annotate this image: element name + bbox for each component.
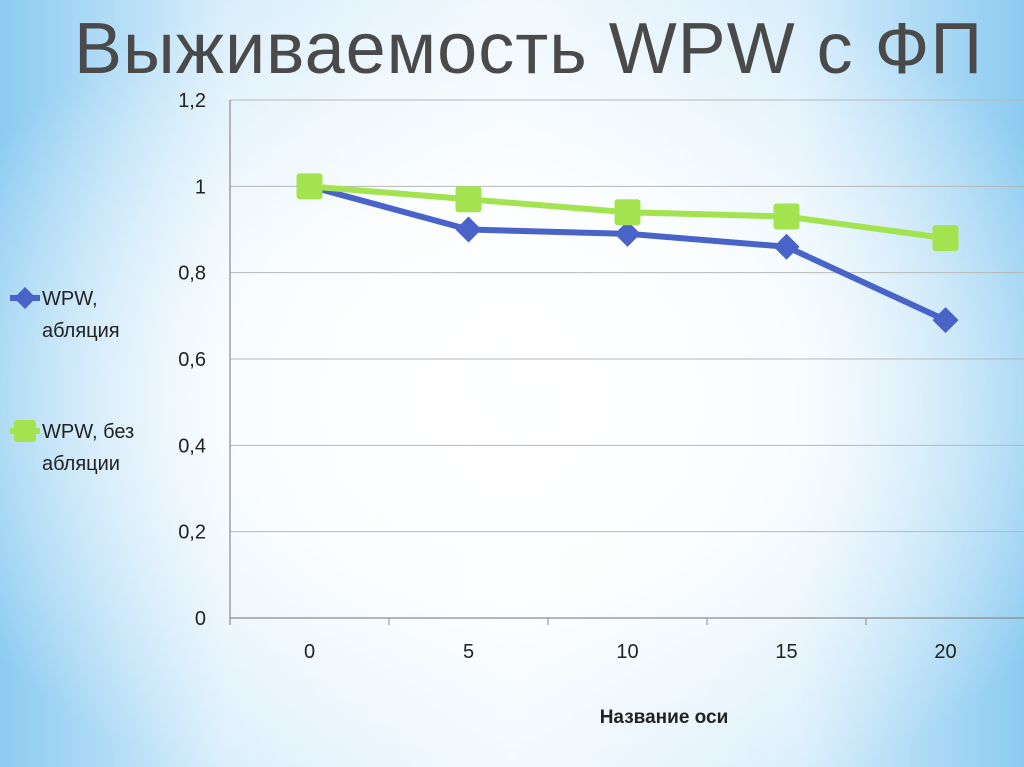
- legend-marker-ablation: [14, 287, 36, 309]
- axis-layer: 0 0,2 0,4 0,6 0,8 1 1,2 0 5 10 15 20: [178, 90, 1024, 663]
- x-tick-label: 5: [463, 641, 474, 663]
- slide-title: Выживаемость WPW с ФП: [74, 9, 984, 89]
- x-tick-label: 0: [304, 641, 315, 663]
- data-point-no-ablation: [296, 173, 323, 200]
- y-tick-label: 0,6: [178, 349, 206, 371]
- legend-label-ablation: абляция: [42, 320, 120, 342]
- x-tick-label: 20: [934, 641, 956, 663]
- y-tick-label: 0: [195, 608, 206, 630]
- series-layer: [296, 173, 959, 334]
- data-point-ablation: [932, 307, 959, 334]
- data-point-ablation: [455, 216, 482, 243]
- legend-label-ablation: WPW,: [42, 288, 98, 310]
- x-tick-label: 10: [616, 641, 638, 663]
- y-tick-label: 0,8: [178, 263, 206, 285]
- legend-marker-no-ablation: [14, 420, 36, 442]
- y-tick-label: 1: [195, 176, 206, 198]
- y-tick-label: 1,2: [178, 90, 206, 112]
- x-tick-label: 15: [775, 641, 797, 663]
- data-point-no-ablation: [773, 203, 800, 230]
- legend-label-no-ablation: абляции: [42, 453, 120, 475]
- data-point-no-ablation: [455, 186, 482, 213]
- data-point-no-ablation: [614, 199, 641, 226]
- data-point-ablation: [614, 220, 641, 247]
- legend-label-no-ablation: WPW, без: [42, 421, 134, 443]
- legend: WPW, абляция WPW, без абляции: [10, 287, 134, 475]
- data-point-no-ablation: [932, 225, 959, 252]
- data-point-ablation: [773, 233, 800, 260]
- y-tick-label: 0,2: [178, 522, 206, 544]
- grid-layer: [230, 99, 1024, 533]
- x-axis-title: Название оси: [600, 707, 729, 728]
- y-tick-label: 0,4: [178, 435, 206, 457]
